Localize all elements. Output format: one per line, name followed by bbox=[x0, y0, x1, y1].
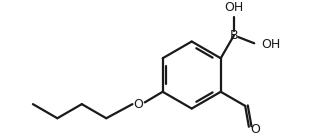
Text: OH: OH bbox=[224, 1, 243, 14]
Text: O: O bbox=[133, 98, 143, 111]
Text: B: B bbox=[230, 29, 238, 42]
Text: O: O bbox=[250, 123, 260, 136]
Text: OH: OH bbox=[262, 38, 281, 51]
